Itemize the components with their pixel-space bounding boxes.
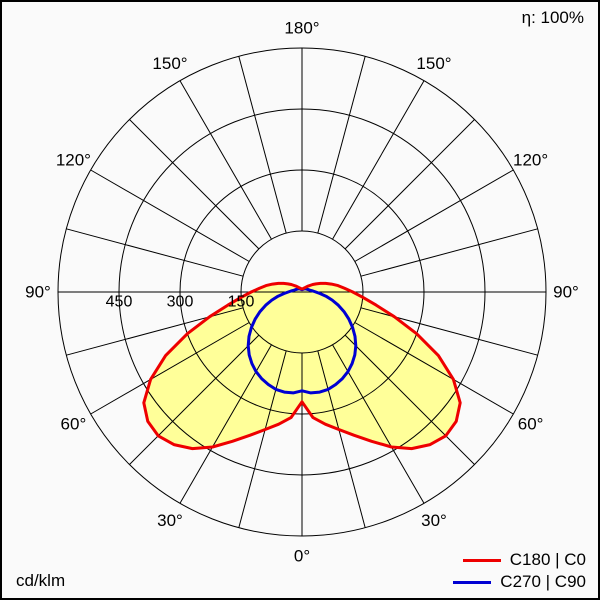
grid-spoke	[317, 350, 366, 528]
series-curve	[142, 281, 462, 451]
angle-tick-label: 150°	[416, 54, 451, 73]
angle-tick-label: 150°	[152, 54, 187, 73]
angle-tick-label: 120°	[513, 151, 548, 170]
grid-spoke	[332, 80, 425, 240]
angle-tick-label: 60°	[518, 415, 544, 434]
grid-spoke	[66, 228, 244, 277]
angle-tick-label: 180°	[284, 19, 319, 38]
legend-line-c180-c0-icon	[462, 558, 501, 562]
angle-tick-label: 120°	[56, 151, 91, 170]
unit-label: cd/klm	[16, 571, 66, 590]
angle-tick-label: 30°	[157, 511, 183, 530]
grid-spoke	[344, 334, 475, 465]
grid-spoke	[238, 350, 287, 528]
grid-spoke	[129, 119, 260, 250]
radial-tick-label: 150	[228, 294, 255, 311]
angle-tick-label: 90°	[553, 283, 579, 302]
legend-line-c270-c90-icon	[453, 580, 492, 584]
angle-tick-label: 60°	[61, 415, 87, 434]
grid-spoke	[317, 56, 366, 234]
legend-label-c270-c90: C270 | C90	[500, 572, 586, 591]
grid-spoke	[354, 322, 514, 415]
radial-tick-label: 450	[106, 294, 133, 311]
grid-spoke	[360, 228, 538, 277]
grid-spoke	[354, 169, 514, 262]
grid-spoke	[238, 56, 287, 234]
grid-spoke	[179, 80, 272, 240]
grid-spoke	[90, 322, 250, 415]
grid-spoke	[344, 119, 475, 250]
efficiency-label: η: 100%	[521, 8, 584, 27]
angle-tick-label: 0°	[294, 547, 310, 566]
grid-spoke	[129, 334, 260, 465]
legend: C180 | C0 C270 | C90	[453, 549, 586, 593]
grid-spoke	[90, 169, 250, 262]
legend-item: C180 | C0	[453, 549, 586, 571]
angle-tick-label: 90°	[25, 283, 51, 302]
angle-tick-label: 30°	[421, 511, 447, 530]
legend-item: C270 | C90	[453, 571, 586, 593]
radial-tick-label: 300	[167, 294, 194, 311]
legend-label-c180-c0: C180 | C0	[509, 550, 586, 569]
